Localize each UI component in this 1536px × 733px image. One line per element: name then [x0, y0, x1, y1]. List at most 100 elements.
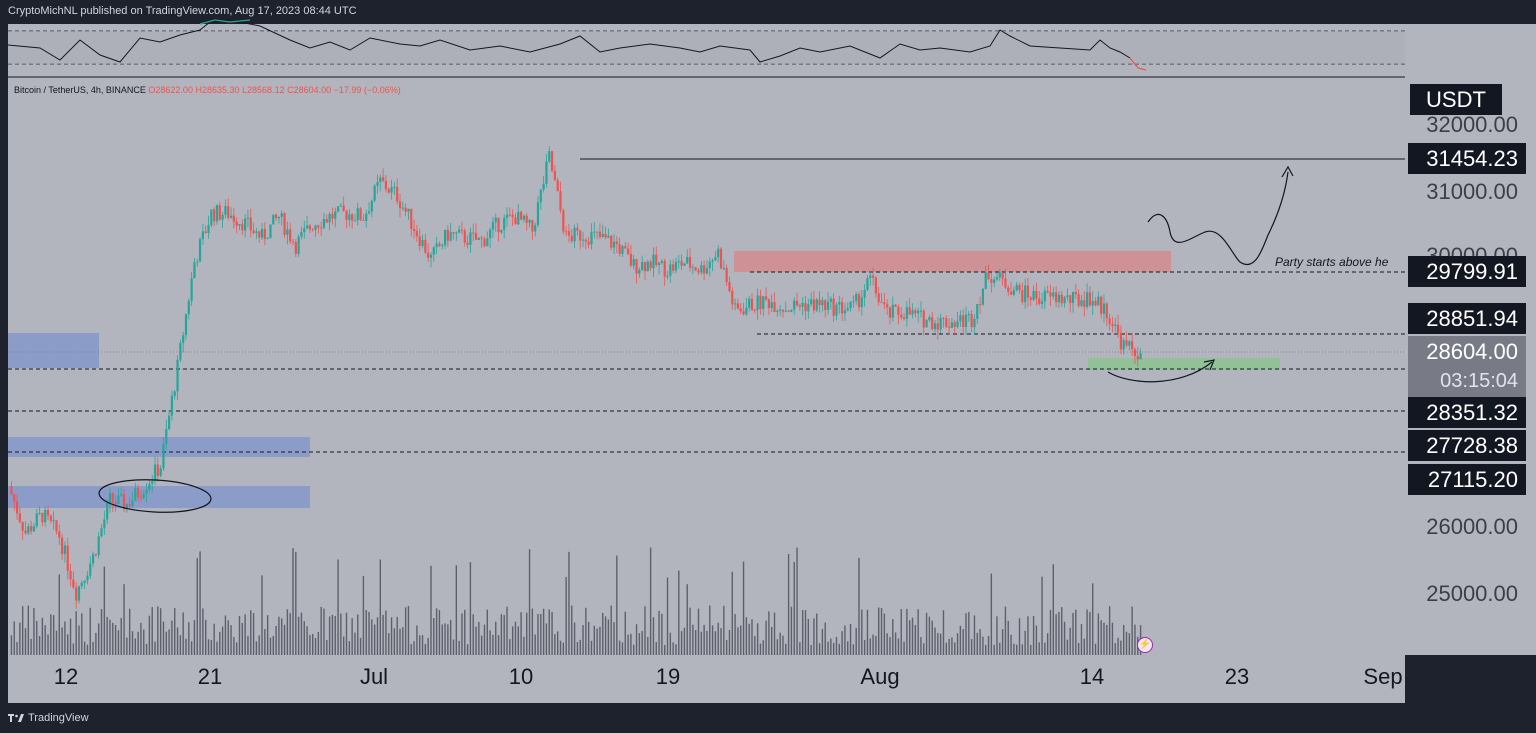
candle-body	[852, 301, 855, 303]
chart-panel[interactable]	[8, 24, 1405, 655]
resistance-zone	[734, 251, 1171, 272]
candle-body	[573, 227, 576, 242]
candle-body	[604, 233, 607, 238]
candle-body	[280, 213, 283, 217]
candle-body	[91, 554, 95, 564]
candle-body	[204, 231, 207, 234]
candle-body	[542, 183, 545, 190]
candle-body	[272, 214, 275, 225]
candle-body	[539, 189, 542, 203]
candle-body	[728, 282, 731, 292]
candle-body	[601, 233, 604, 237]
candle-body	[846, 308, 849, 311]
candle-body	[241, 224, 244, 231]
candle-body	[24, 530, 27, 534]
candle-body	[114, 502, 117, 504]
candle-body	[945, 318, 948, 327]
candle-body	[669, 264, 672, 276]
candle-body	[382, 177, 385, 181]
candle-body	[483, 238, 486, 247]
candle-body	[970, 314, 973, 328]
candle-body	[1077, 294, 1080, 306]
candle-body	[128, 503, 131, 507]
candle-body	[134, 488, 137, 501]
time-axis[interactable]	[8, 655, 1405, 703]
candle-body	[387, 189, 390, 193]
candle-body	[314, 225, 317, 230]
candle-body	[252, 230, 255, 233]
candle-body	[1108, 318, 1111, 324]
candle-body	[753, 309, 756, 311]
candle-body	[75, 587, 78, 601]
candle-body	[489, 229, 492, 239]
candle-body	[359, 208, 362, 220]
candle-body	[705, 268, 709, 274]
candle-body	[83, 580, 86, 583]
candle-body	[379, 177, 382, 183]
candle-body	[184, 314, 188, 336]
candle-body	[503, 217, 506, 230]
candle-body	[1128, 341, 1131, 346]
candle-body	[528, 219, 531, 223]
candle-body	[641, 262, 644, 270]
candle-body	[432, 247, 435, 255]
candle-body	[779, 309, 782, 311]
party-annotation: Party starts above he	[1275, 255, 1389, 269]
candle-body	[517, 211, 520, 225]
candle-body	[89, 563, 92, 576]
candle-body	[719, 248, 723, 269]
candle-body	[486, 238, 489, 247]
y-tick-label: 25000.00	[1426, 581, 1518, 606]
candle-body	[455, 232, 458, 234]
candle-body	[351, 214, 354, 221]
publish-bar: CryptoMichNL published on TradingView.co…	[0, 0, 1536, 24]
candle-body	[232, 215, 235, 222]
price-label: 28851.94	[1408, 303, 1526, 334]
candle-body	[925, 320, 928, 328]
candle-body	[1136, 356, 1139, 360]
candle-body	[807, 304, 810, 312]
candle-body	[984, 272, 987, 289]
candle-body	[365, 213, 368, 221]
candle-body	[97, 536, 100, 556]
y-tick-label: 26000.00	[1426, 514, 1518, 539]
candle-body	[976, 304, 979, 319]
candle-body	[804, 303, 807, 312]
candle-body	[745, 307, 748, 315]
candle-body	[362, 219, 365, 221]
candle-body	[328, 213, 331, 223]
candle-body	[731, 291, 734, 305]
candle-body	[703, 265, 706, 274]
candle-body	[759, 295, 762, 309]
candle-body	[435, 243, 438, 248]
tradingview-logo[interactable]: TradingView	[8, 712, 89, 724]
candle-body	[100, 528, 103, 537]
candle-body	[581, 239, 585, 241]
candle-body	[356, 208, 359, 221]
candle-body	[790, 309, 793, 312]
candle-body	[801, 303, 804, 307]
candle-body	[624, 246, 627, 249]
legend-close: C28604.00	[287, 85, 332, 95]
flash-icon[interactable]: ⚡	[1137, 637, 1153, 653]
candle-body	[677, 261, 680, 263]
candle-body	[933, 323, 937, 330]
candle-body	[474, 233, 478, 240]
candle-body	[255, 231, 258, 233]
candle-body	[131, 500, 134, 507]
candle-body	[469, 232, 472, 245]
candle-body	[742, 311, 745, 315]
candle-body	[336, 206, 340, 212]
candle-body	[1080, 300, 1083, 306]
candle-body	[111, 493, 114, 503]
candle-body	[1114, 324, 1117, 327]
candle-body	[303, 228, 306, 233]
candle-body	[117, 495, 120, 504]
candle-body	[928, 317, 931, 321]
candle-body	[1060, 294, 1063, 304]
candle-body	[649, 261, 652, 269]
candle-body	[198, 239, 202, 262]
currency-button[interactable]: USDT	[1410, 84, 1502, 115]
levels	[8, 158, 1405, 453]
